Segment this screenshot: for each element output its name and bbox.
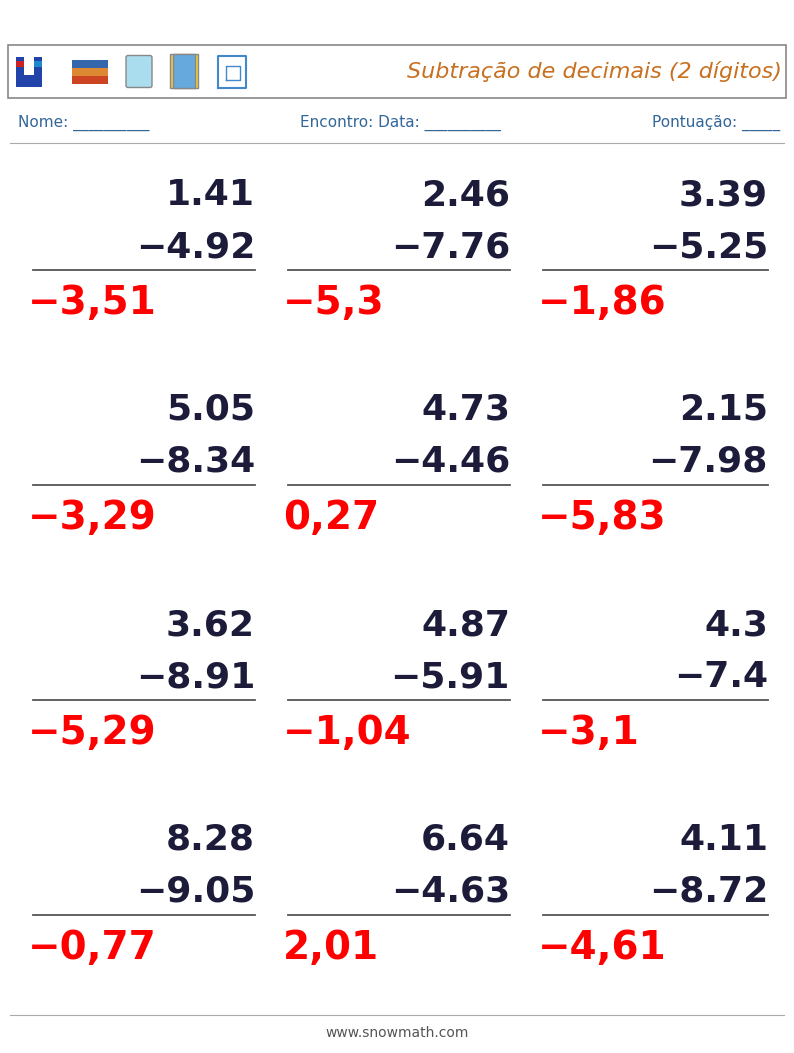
Bar [135, 58, 143, 67]
Text: −7.76: −7.76 [391, 230, 510, 264]
Text: 0,27: 0,27 [283, 499, 379, 537]
Text: 4.11: 4.11 [679, 823, 768, 857]
Bar [72, 60, 108, 67]
Text: 6.64: 6.64 [421, 823, 510, 857]
Text: −7.98: −7.98 [649, 445, 768, 479]
Text: 1.41: 1.41 [166, 178, 255, 212]
Text: 4.73: 4.73 [421, 393, 510, 428]
Text: −3,29: −3,29 [28, 499, 156, 537]
Text: −4.46: −4.46 [391, 445, 510, 479]
Text: −4.92: −4.92 [136, 230, 255, 264]
Text: 3.62: 3.62 [166, 608, 255, 642]
Bar [72, 67, 108, 76]
Bar [16, 57, 24, 86]
Text: −9.05: −9.05 [136, 875, 255, 909]
Text: −3,51: −3,51 [28, 284, 156, 322]
Text: 3.39: 3.39 [679, 178, 768, 212]
Text: −4.63: −4.63 [391, 875, 510, 909]
FancyBboxPatch shape [14, 54, 64, 90]
Text: −5,29: −5,29 [28, 714, 156, 752]
Text: −8.91: −8.91 [136, 660, 255, 694]
Text: 4.3: 4.3 [704, 608, 768, 642]
Text: Encontro: Data: __________: Encontro: Data: __________ [299, 115, 500, 132]
Text: −7.4: −7.4 [674, 660, 768, 694]
Text: Pontuação: _____: Pontuação: _____ [652, 115, 780, 132]
Text: −1,04: −1,04 [283, 714, 411, 752]
Text: −0,77: −0,77 [28, 929, 156, 967]
Bar [16, 60, 24, 66]
Text: −5,83: −5,83 [538, 499, 667, 537]
Text: 2,01: 2,01 [283, 929, 379, 967]
FancyBboxPatch shape [126, 56, 152, 87]
Text: −1,86: −1,86 [538, 284, 667, 322]
Text: −5.91: −5.91 [391, 660, 510, 694]
Bar [8, 45, 786, 98]
Text: Subtração de decimais (2 dígitos): Subtração de decimais (2 dígitos) [407, 61, 782, 82]
Text: −4,61: −4,61 [538, 929, 667, 967]
Bar [34, 60, 42, 66]
Text: −8.72: −8.72 [649, 875, 768, 909]
Bar [72, 76, 108, 83]
Bar [173, 54, 195, 87]
Text: www.snowmath.com: www.snowmath.com [326, 1026, 468, 1040]
Bar [170, 54, 198, 87]
Bar [10, 47, 250, 96]
Text: −5.25: −5.25 [649, 230, 768, 264]
Text: 2.46: 2.46 [421, 178, 510, 212]
Bar [16, 75, 42, 86]
Text: 5.05: 5.05 [166, 393, 255, 428]
Text: 2.15: 2.15 [679, 393, 768, 428]
Text: −8.34: −8.34 [136, 445, 255, 479]
Text: −5,3: −5,3 [283, 284, 384, 322]
Bar [34, 57, 42, 86]
Text: 8.28: 8.28 [166, 823, 255, 857]
Text: 4.87: 4.87 [421, 608, 510, 642]
Text: −3,1: −3,1 [538, 714, 640, 752]
Text: Nome: __________: Nome: __________ [18, 115, 149, 132]
